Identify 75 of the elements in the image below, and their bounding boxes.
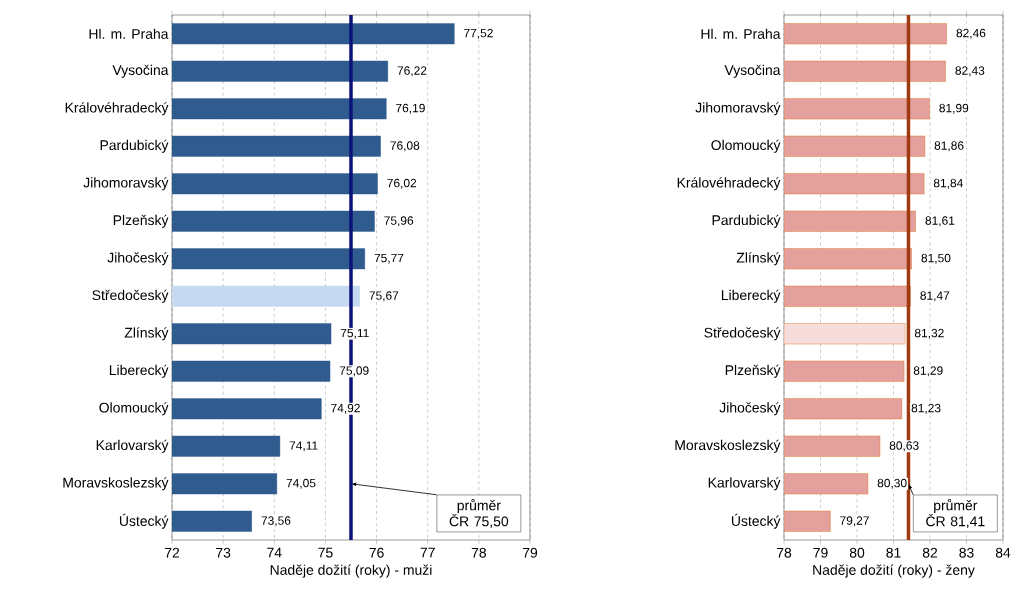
y-tick-label: Plzeňský [725,364,781,378]
y-tick-label: Jihomoravský [695,102,781,116]
x-tick-label: 83 [959,547,974,558]
data-label: 82,46 [956,28,986,39]
data-label: 81,32 [914,328,944,339]
data-label: 76,22 [397,66,427,77]
y-tick-label: Ústecký [731,513,781,529]
y-tick-label: Ústecký [119,513,169,529]
x-tick-label: 84 [995,547,1011,558]
y-tick-label: Královéhradecký [65,102,169,116]
data-label: 82,43 [955,66,985,77]
x-tick-label: 81 [886,547,901,558]
data-label: 81,47 [920,291,950,302]
y-tick-label: Středočeský [704,327,781,341]
y-tick-label: Vysočina [724,64,781,78]
y-tick-label: Jihočeský [719,402,781,416]
data-label: 81,84 [933,178,963,189]
x-tick-label: 78 [776,547,792,558]
data-label: 75,09 [339,366,369,377]
ref-line-label: průměr ČR 75,50 [449,498,509,528]
data-label: 75,77 [374,253,404,264]
data-label: 81,61 [925,216,955,227]
y-tick-label: Jihomoravský [83,177,169,191]
data-label: 81,99 [939,103,969,114]
x-tick-label: 73 [216,547,231,558]
y-tick-label: Zlínský [736,252,781,266]
y-tick-label: Moravskoslezský [63,477,169,491]
x-tick-label: 78 [471,547,487,558]
data-label: 81,86 [934,141,964,152]
y-tick-label: Zlínský [124,327,169,341]
x-tick-label: 72 [164,547,180,558]
data-label: 81,50 [921,253,951,264]
data-label: 74,11 [289,441,318,452]
x-tick-label: 80 [849,547,865,558]
x-tick-label: 77 [420,547,435,558]
ref-line-label: průměr ČR 81,41 [926,498,985,528]
data-label: 77,52 [464,28,493,39]
y-tick-label: Olomoucký [99,402,169,416]
x-tick-label: 79 [813,547,828,558]
y-tick-label: Karlovarský [96,439,169,453]
y-tick-label: Pardubický [100,139,169,153]
y-tick-label: Královéhradecký [677,177,781,191]
y-tick-label: Liberecký [109,364,169,378]
y-tick-label: Olomoucký [711,139,781,153]
data-label: 80,63 [889,441,919,452]
x-tick-label: 82 [922,547,938,558]
data-label: 81,29 [913,366,943,377]
data-label: 75,96 [384,216,414,227]
data-label: 75,11 [340,328,369,339]
x-tick-label: 79 [522,547,538,558]
data-label: 81,23 [911,403,941,414]
y-tick-label: Pardubický [712,214,781,228]
data-label: 79,27 [840,516,869,527]
data-label: 76,02 [387,178,417,189]
y-tick-label: Středočeský [92,289,169,303]
x-tick-label: 75 [318,547,333,558]
data-label: 73,56 [261,516,291,527]
y-tick-label: Hl. m. Praha [701,28,781,39]
y-tick-label: Moravskoslezský [675,439,781,453]
y-tick-label: Karlovarský [708,477,781,491]
x-axis-title: Naděje dožití (roky) - muži [270,564,432,578]
y-tick-label: Liberecký [721,289,781,303]
x-tick-label: 76 [369,547,384,558]
y-tick-label: Jihočeský [107,252,169,266]
data-label: 75,67 [369,291,399,302]
y-tick-label: Hl. m. Praha [89,28,169,39]
data-label: 74,05 [286,478,316,489]
data-label: 74,92 [331,403,360,414]
x-tick-label: 74 [267,547,282,558]
data-label: 76,08 [390,141,420,152]
data-label: 76,19 [396,103,425,114]
x-axis-title: Naděje dožití (roky) - ženy [813,564,975,578]
y-tick-label: Vysočina [112,64,169,78]
y-tick-label: Plzeňský [113,214,169,228]
data-label: 80,30 [877,478,907,489]
